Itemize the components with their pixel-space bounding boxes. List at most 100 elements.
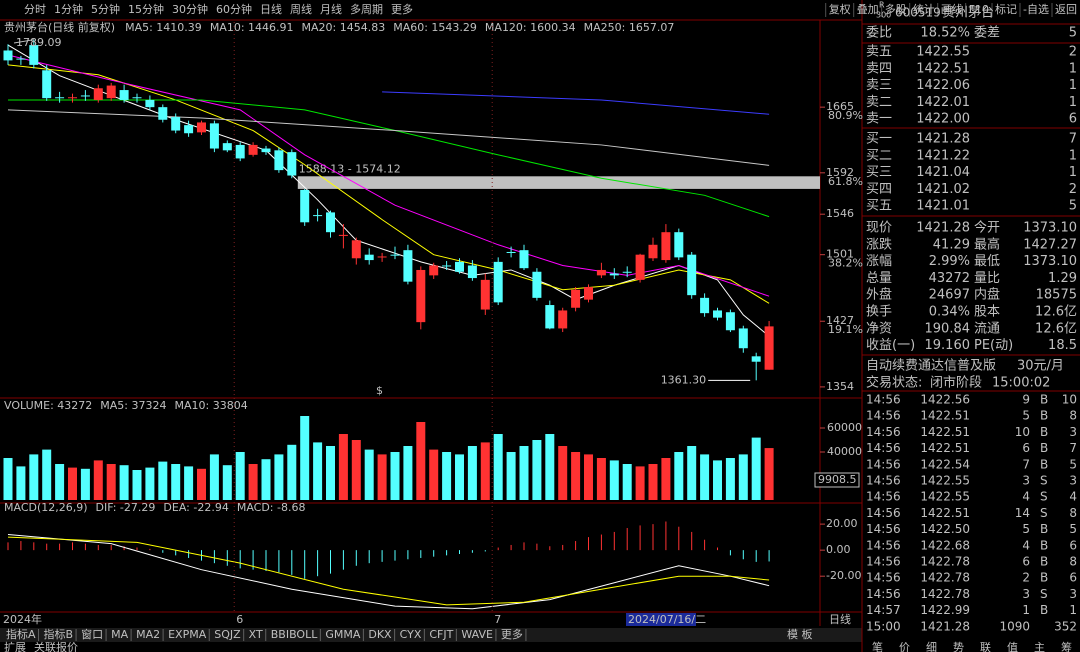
side-tab[interactable]: 主: [1034, 641, 1045, 652]
side-tab[interactable]: 筹: [1061, 640, 1072, 652]
quote-stat-value: 2.99%: [929, 254, 970, 269]
candle-body: [197, 122, 206, 133]
macd-legend: MACD: -8.68: [237, 501, 306, 514]
side-tab[interactable]: 值: [1007, 641, 1018, 652]
period-tab[interactable]: 5分钟: [91, 2, 120, 16]
candle-body: [751, 356, 761, 362]
trade-volume: 6: [1022, 555, 1030, 569]
period-tab[interactable]: 1分钟: [54, 2, 83, 16]
ma-line: [7, 54, 770, 297]
low-label: 1361.30: [661, 373, 707, 386]
period-tab[interactable]: 30分钟: [172, 2, 208, 16]
tool-button[interactable]: 返回: [1055, 3, 1077, 16]
period-tab[interactable]: 月线: [320, 2, 342, 16]
trade-price: 1422.50: [920, 522, 970, 536]
indicator-tab[interactable]: CFJT: [429, 628, 453, 641]
period-tab[interactable]: 分时: [24, 3, 46, 16]
indicator-tab[interactable]: MA2: [136, 628, 160, 641]
indicator-tab[interactable]: DKX: [368, 628, 392, 641]
trade-side: B: [1040, 571, 1048, 585]
ma-legend: MA120: 1600.34: [485, 21, 576, 34]
indicator-tab[interactable]: CYX: [400, 628, 422, 641]
volume-bar: [351, 440, 361, 500]
tool-button[interactable]: -自选: [1023, 3, 1049, 16]
period-tab[interactable]: 更多: [391, 2, 413, 16]
indicator-tab[interactable]: GMMA: [325, 628, 361, 641]
period-tab[interactable]: 日线: [260, 2, 282, 16]
tool-button[interactable]: 标记: [995, 2, 1017, 16]
fib-label: 80.9%: [828, 109, 863, 122]
volume-bar: [55, 464, 65, 500]
candle-body: [390, 254, 400, 256]
volume-bar: [119, 465, 129, 500]
indicator-tab[interactable]: EXPMA: [168, 628, 207, 641]
candle-body: [248, 144, 258, 155]
y-tick-label: 1427: [826, 314, 854, 327]
tool-button[interactable]: 多股: [885, 2, 907, 16]
period-tab[interactable]: 多周期: [350, 2, 383, 16]
high-pointer: [13, 39, 34, 44]
tool-button[interactable]: F10: [969, 3, 989, 16]
quote-stat-value: 19.160: [925, 338, 971, 353]
side-tab[interactable]: 势: [953, 641, 964, 652]
y-tick-label: 1665: [826, 100, 854, 113]
volume-bar: [558, 446, 568, 500]
indicator-tab[interactable]: XT: [249, 628, 263, 641]
trade-price: 1422.78: [920, 587, 970, 601]
quote-stat-label: 内盘: [974, 287, 1000, 303]
candle-body: [145, 99, 155, 108]
trade-price: 1422.51: [920, 425, 970, 439]
volume-bar: [68, 467, 77, 500]
trade-volume: 14: [1015, 506, 1030, 520]
quote-stat-label: 外盘: [866, 287, 892, 303]
side-tab[interactable]: 价: [899, 641, 910, 652]
trade-time: 14:56: [866, 538, 901, 552]
template-button[interactable]: 模 板: [787, 627, 813, 641]
trade-price: 1422.78: [920, 555, 970, 569]
tool-button[interactable]: 复权: [829, 2, 851, 16]
indicator-tab[interactable]: 指标A: [6, 627, 36, 641]
trade-count: 7: [1069, 441, 1077, 455]
trade-side: B: [1040, 457, 1048, 471]
volume-bar: [222, 465, 232, 500]
volume-bar: [713, 460, 722, 500]
ask-volume: 1: [1069, 61, 1077, 76]
ask-volume: 1: [1069, 95, 1077, 110]
period-tab[interactable]: 15分钟: [128, 2, 164, 16]
side-tab[interactable]: 联: [980, 641, 991, 652]
x-tick-label: 6: [236, 613, 243, 626]
ask-label: 卖一: [866, 112, 892, 127]
tool-button[interactable]: 画线: [941, 2, 963, 16]
indicator-tab[interactable]: 窗口: [81, 627, 103, 641]
indicator-tab[interactable]: 更多: [501, 627, 523, 641]
volume-bar: [197, 468, 206, 500]
quote-stat-value: 43272: [929, 271, 970, 286]
cursor-date: 2024/07/16/二: [628, 613, 706, 626]
tool-button[interactable]: 统计: [913, 3, 935, 16]
candle-body: [274, 150, 284, 171]
quote-stat-label: PE(动): [974, 338, 1013, 353]
extra-tab[interactable]: 关联报价: [34, 640, 78, 652]
indicator-tab[interactable]: WAVE: [461, 628, 493, 641]
period-tab[interactable]: 60分钟: [216, 2, 252, 16]
period-tab[interactable]: 周线: [290, 2, 312, 16]
indicator-tab[interactable]: 指标B: [44, 627, 74, 641]
trade-time: 14:56: [866, 457, 901, 471]
quote-stat-label: 今开: [974, 220, 1000, 236]
trade-time: 14:56: [866, 393, 901, 407]
volume-bar: [132, 470, 142, 500]
side-tab[interactable]: 细: [926, 641, 937, 652]
ad-price[interactable]: 30元/月: [1017, 359, 1064, 374]
side-tab[interactable]: 笔: [872, 640, 883, 652]
ad-text[interactable]: 自动续费通达信普及版: [866, 359, 996, 374]
indicator-tab[interactable]: SQJZ: [214, 628, 241, 641]
trade-count: 3: [1069, 425, 1077, 439]
indicator-tab[interactable]: BBIBOLL: [271, 628, 318, 641]
indicator-tab[interactable]: MA: [111, 628, 128, 641]
trade-volume: 6: [1022, 441, 1030, 455]
trade-price: 1422.78: [920, 571, 970, 585]
extra-tab[interactable]: 扩展: [4, 640, 26, 652]
bid-label: 买五: [866, 199, 892, 214]
ask-label: 卖五: [866, 45, 892, 60]
tool-button[interactable]: 叠加: [857, 3, 879, 16]
